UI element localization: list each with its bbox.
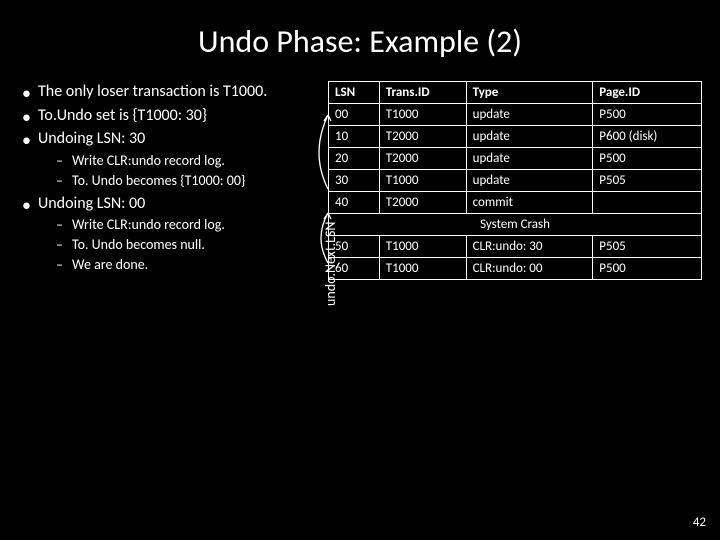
sub-bullets: Write CLR:undo record log. To. Undo beco… <box>38 152 328 191</box>
sub-bullet-item: To. Undo becomes {T1000: 00} <box>38 172 328 191</box>
table-row: 30 T1000 update P505 <box>329 170 702 192</box>
bullet-item: Undoing LSN: 00 Write CLR:undo record lo… <box>18 193 328 275</box>
col-header: Page.ID <box>593 82 702 104</box>
log-table: LSN Trans.ID Type Page.ID 00 T1000 updat… <box>328 81 702 280</box>
cell: P500 <box>593 148 702 170</box>
table-row: 00 T1000 update P500 <box>329 104 702 126</box>
table-row: 40 T2000 commit <box>329 192 702 214</box>
bullet-column: The only loser transaction is T1000. To.… <box>18 81 328 280</box>
page-number: 42 <box>693 515 706 530</box>
sub-bullet-item: We are done. <box>38 256 328 275</box>
cell: T1000 <box>379 104 466 126</box>
table-row: 10 T2000 update P600 (disk) <box>329 126 702 148</box>
table-row: 60 T1000 CLR:undo: 00 P500 <box>329 258 702 280</box>
table-row: 20 T2000 update P500 <box>329 148 702 170</box>
col-header: Trans.ID <box>379 82 466 104</box>
cell: commit <box>466 192 593 214</box>
cell: CLR:undo: 30 <box>466 236 593 258</box>
cell: CLR:undo: 00 <box>466 258 593 280</box>
crash-cell: System Crash <box>329 214 702 236</box>
cell: P505 <box>593 236 702 258</box>
content-area: The only loser transaction is T1000. To.… <box>0 61 720 280</box>
col-header: LSN <box>329 82 380 104</box>
cell: P505 <box>593 170 702 192</box>
col-header: Type <box>466 82 593 104</box>
crash-row: System Crash <box>329 214 702 236</box>
cell: T2000 <box>379 192 466 214</box>
cell: 10 <box>329 126 380 148</box>
cell: update <box>466 170 593 192</box>
cell: T2000 <box>379 148 466 170</box>
bullet-item: To.Undo set is {T1000: 30} <box>18 105 328 127</box>
table-column: LSN Trans.ID Type Page.ID 00 T1000 updat… <box>328 81 702 280</box>
main-bullets: The only loser transaction is T1000. To.… <box>18 81 328 275</box>
cell: P500 <box>593 258 702 280</box>
cell: T2000 <box>379 126 466 148</box>
cell: 20 <box>329 148 380 170</box>
cell: P600 (disk) <box>593 126 702 148</box>
sub-bullets: Write CLR:undo record log. To. Undo beco… <box>38 216 328 275</box>
cell: 30 <box>329 170 380 192</box>
cell: T1000 <box>379 170 466 192</box>
sub-bullet-item: Write CLR:undo record log. <box>38 216 328 235</box>
bullet-item: The only loser transaction is T1000. <box>18 81 328 103</box>
bullet-item: Undoing LSN: 30 Write CLR:undo record lo… <box>18 128 328 190</box>
cell: 00 <box>329 104 380 126</box>
bullet-text: Undoing LSN: 30 <box>38 129 145 148</box>
bullet-text: Undoing LSN: 00 <box>38 194 145 213</box>
cell: 40 <box>329 192 380 214</box>
table-header-row: LSN Trans.ID Type Page.ID <box>329 82 702 104</box>
cell: update <box>466 104 593 126</box>
slide-title: Undo Phase: Example (2) <box>0 0 720 61</box>
vertical-label: undo.Next.LSN <box>322 222 339 306</box>
table-row: 50 T1000 CLR:undo: 30 P505 <box>329 236 702 258</box>
cell: update <box>466 126 593 148</box>
cell: T1000 <box>379 258 466 280</box>
cell: update <box>466 148 593 170</box>
cell <box>593 192 702 214</box>
cell: P500 <box>593 104 702 126</box>
sub-bullet-item: Write CLR:undo record log. <box>38 152 328 171</box>
sub-bullet-item: To. Undo becomes null. <box>38 236 328 255</box>
cell: T1000 <box>379 236 466 258</box>
